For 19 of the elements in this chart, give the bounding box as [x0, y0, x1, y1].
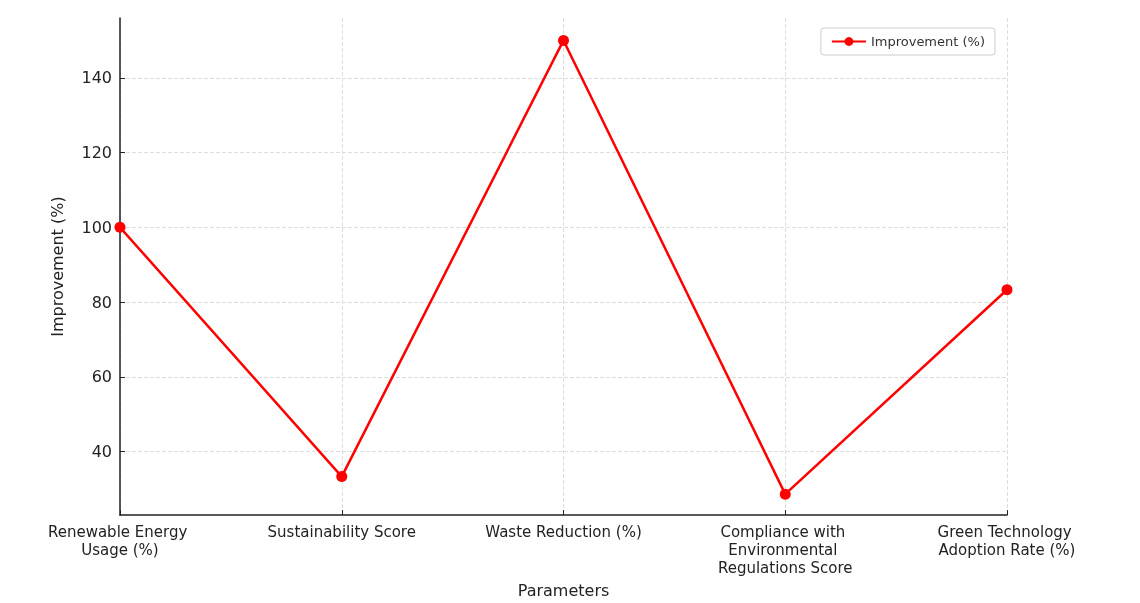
point: [114, 221, 126, 233]
y-tick-label: 80: [91, 292, 112, 312]
y-tick-label: 100: [81, 217, 112, 237]
point: [1001, 284, 1013, 296]
x-tick-label: Green Technology Adoption Rate (%): [937, 523, 1077, 560]
point: [779, 488, 791, 500]
y-tick-label: 60: [91, 367, 112, 387]
y-tick-label: 40: [91, 442, 112, 462]
x-tick-label: Sustainability Score: [267, 523, 416, 542]
y-tick-label: 140: [81, 68, 112, 88]
y-tick-label: 120: [81, 143, 112, 163]
x-axis-title: Parameters: [517, 580, 610, 600]
y-axis-title: Improvement (%): [47, 196, 67, 337]
x-tick-label: Renewable Energy Usage (%): [47, 523, 193, 560]
x-tick-label: Waste Reduction (%): [485, 523, 642, 542]
x-tick-label: Compliance with Environmental Regulations Score: [717, 523, 853, 578]
point: [558, 34, 569, 46]
point: [336, 471, 348, 483]
legend-label: Improvement (%): [870, 34, 986, 49]
